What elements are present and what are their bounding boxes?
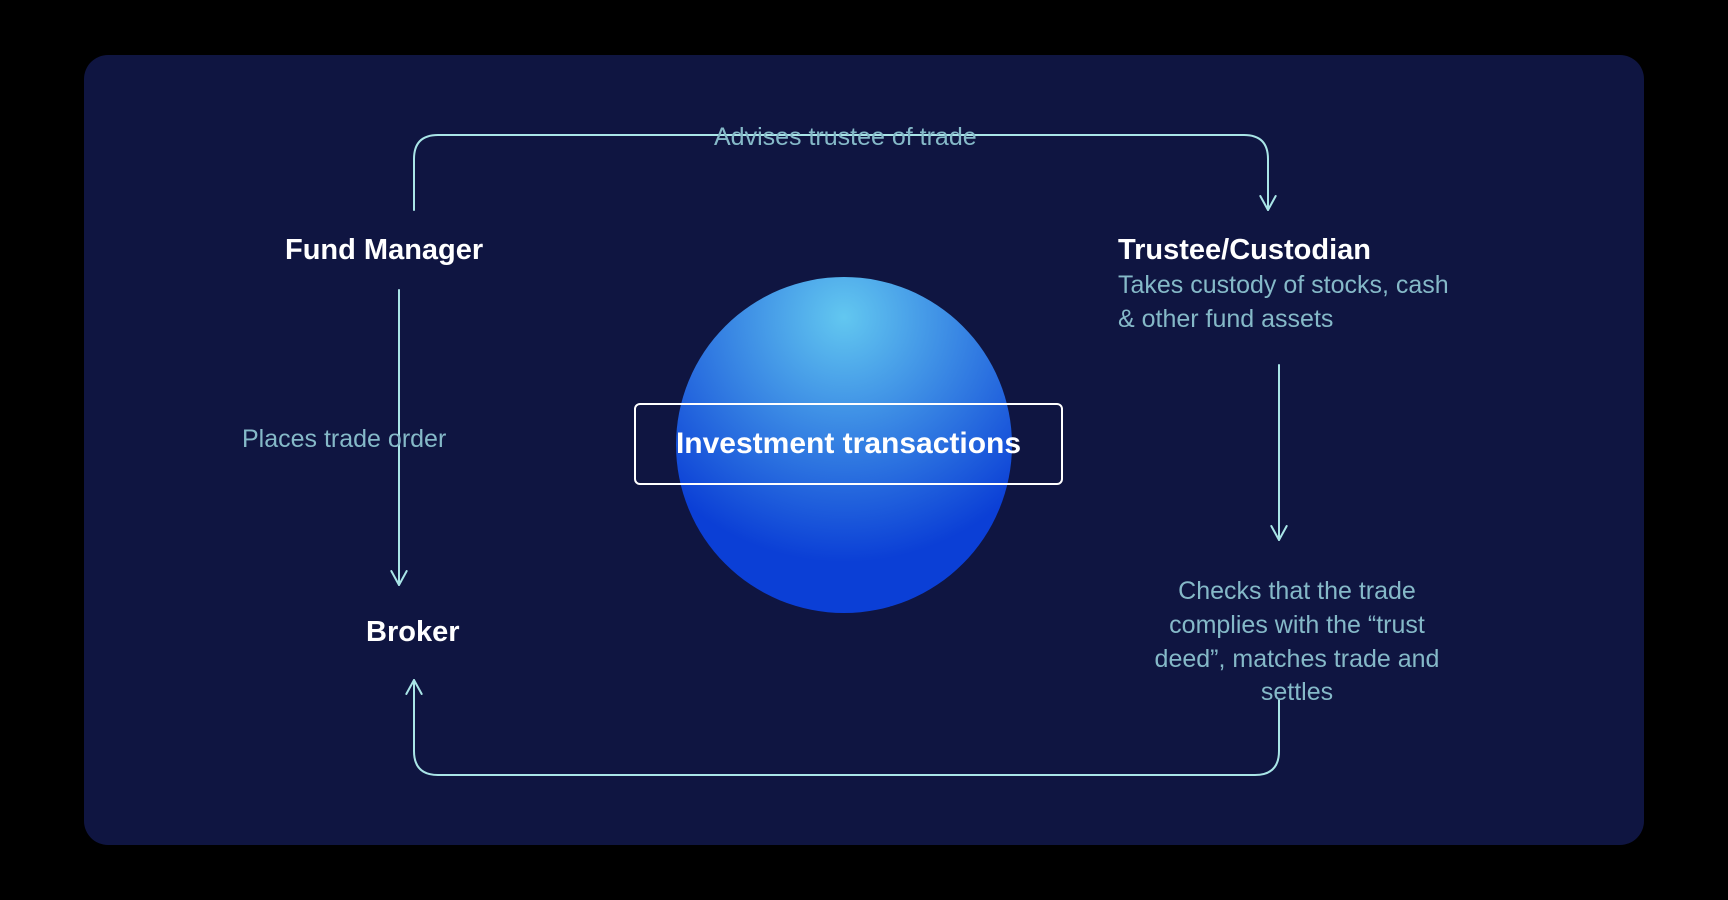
- node-broker: Broker: [366, 616, 460, 649]
- node-fund-manager: Fund Manager: [285, 234, 483, 267]
- node-checks-text: Checks that the trade complies with the …: [1132, 575, 1462, 710]
- diagram-canvas: Investment transactions Fund Manager Bro…: [84, 55, 1644, 845]
- node-trustee-title: Trustee/Custodian: [1118, 234, 1371, 267]
- edge-label-places-order: Places trade order: [242, 425, 446, 454]
- center-label: Investment transactions: [676, 427, 1021, 461]
- edge-label-advises: Advises trustee of trade: [714, 123, 977, 152]
- node-trustee-subtitle: Takes custody of stocks, cash & other fu…: [1118, 269, 1458, 337]
- center-label-box: Investment transactions: [634, 403, 1063, 485]
